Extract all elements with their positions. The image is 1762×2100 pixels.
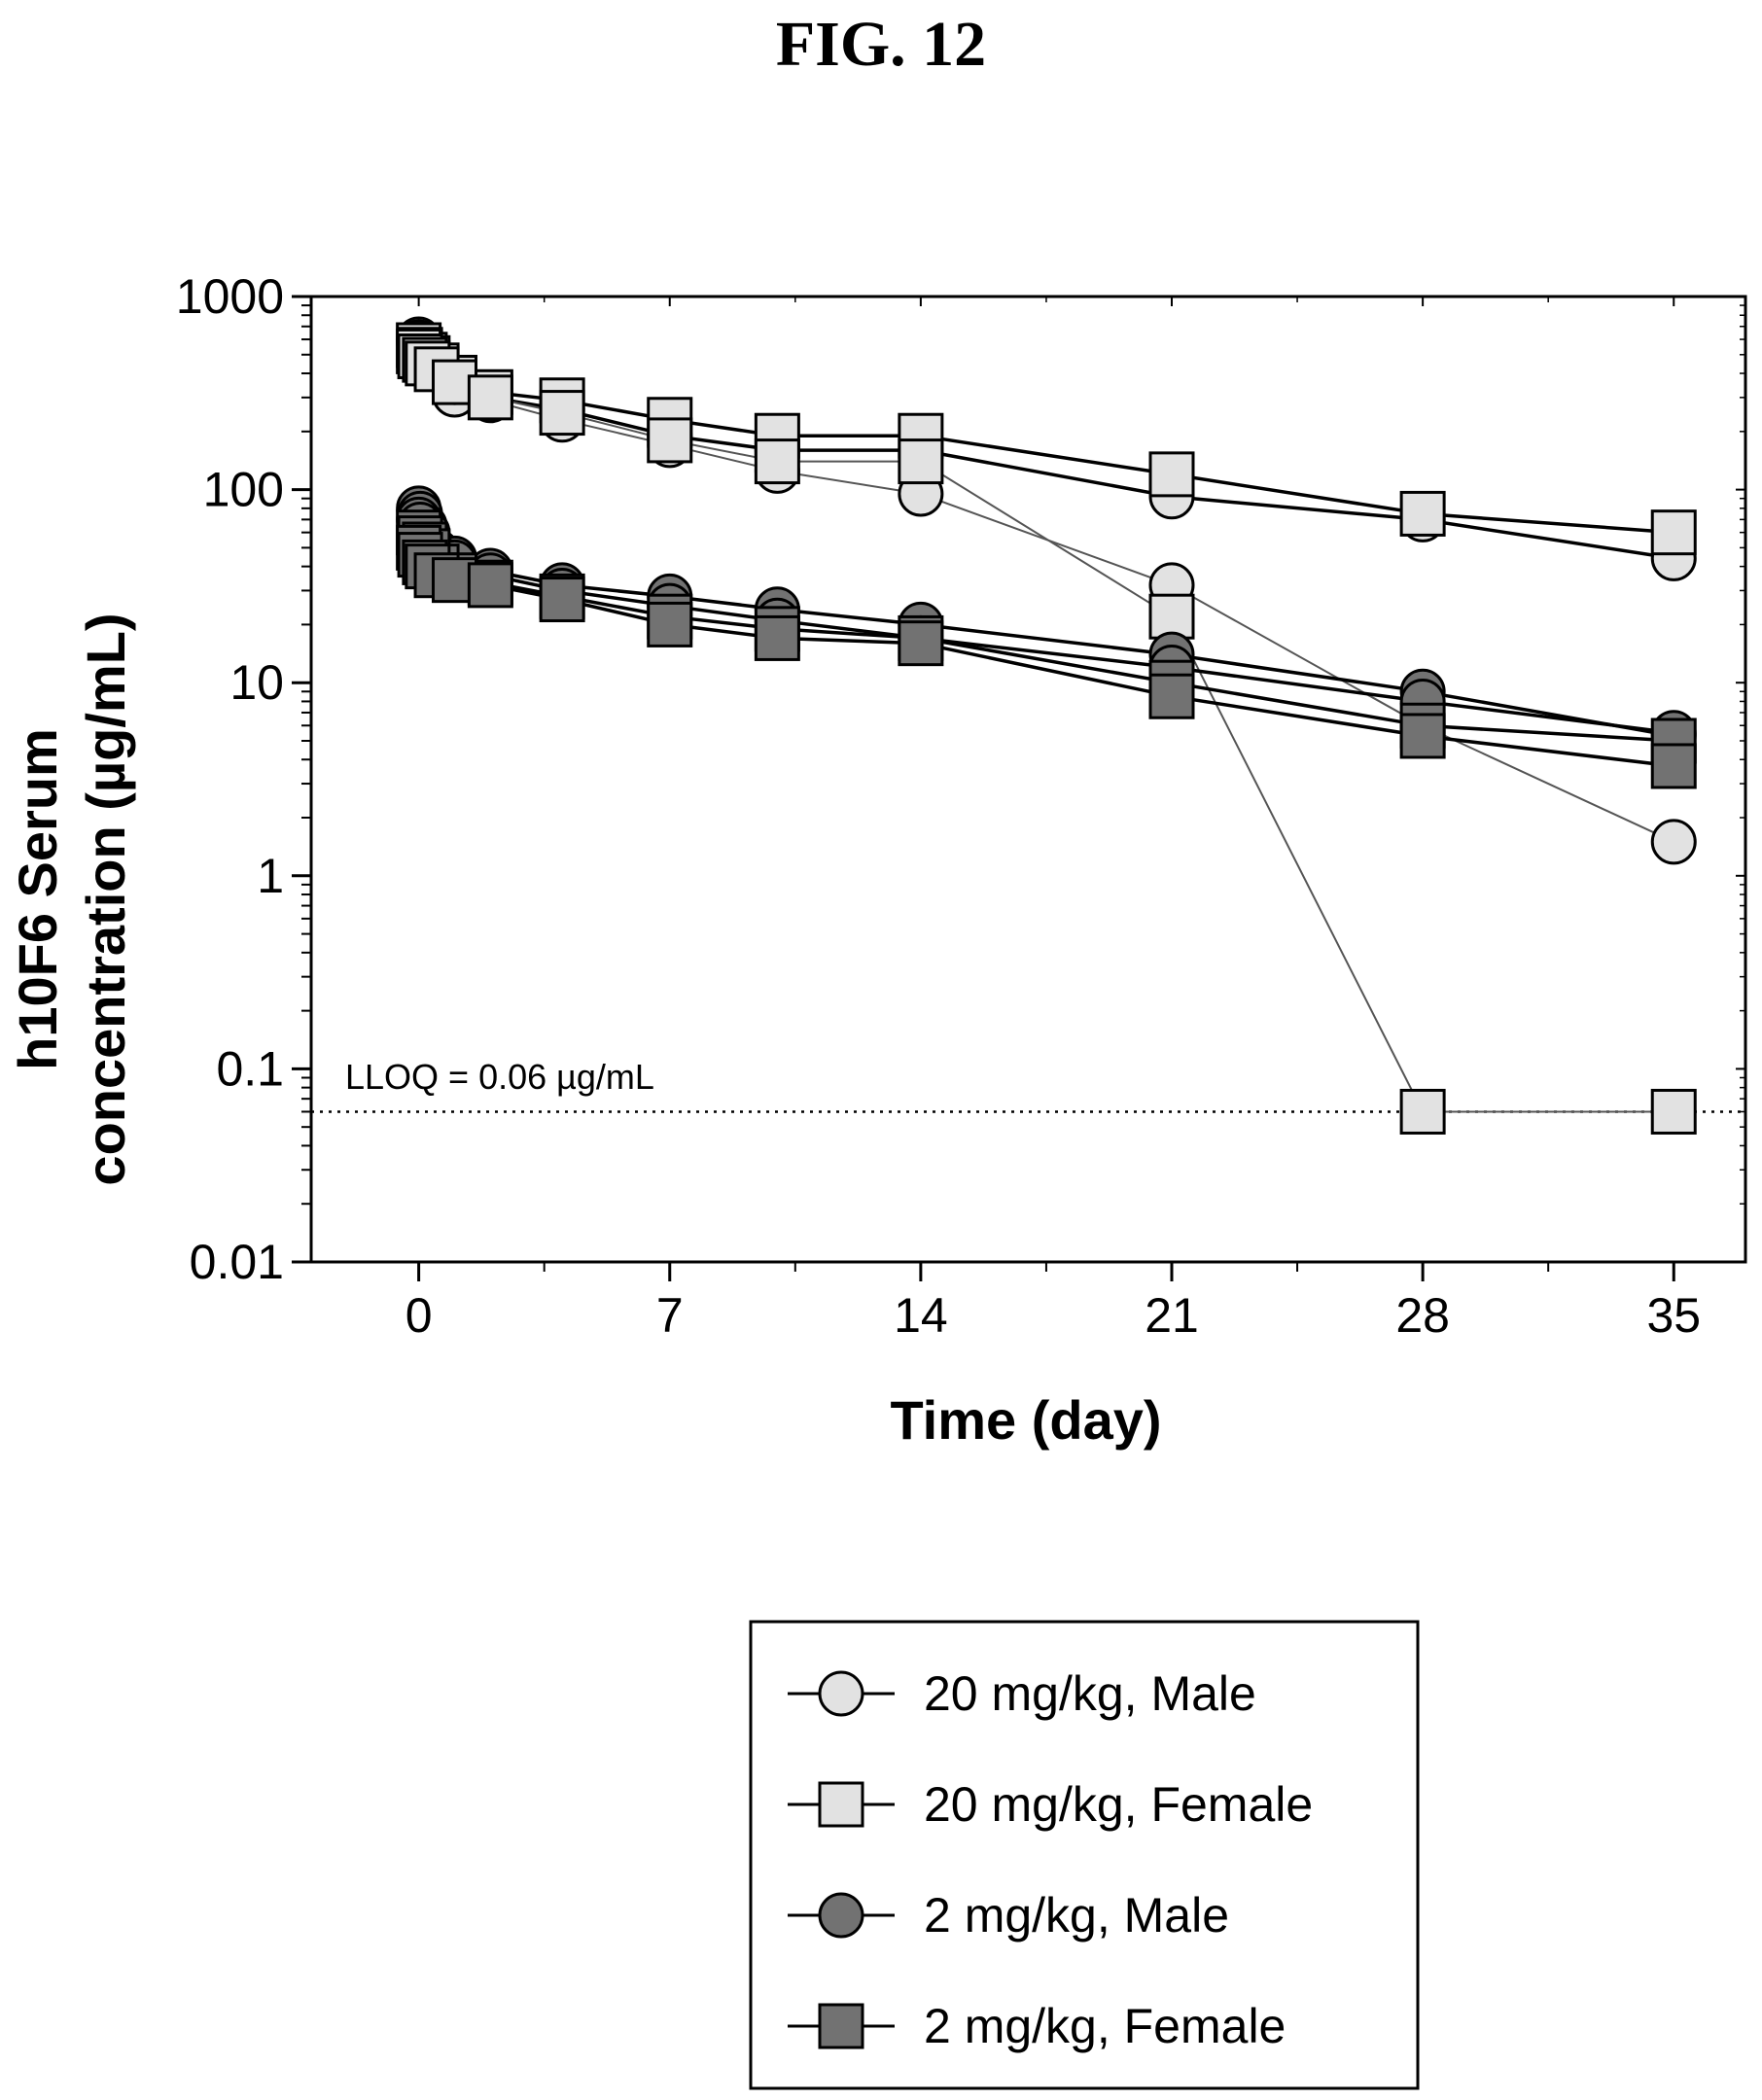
y-tick-label: 10 [229, 655, 284, 710]
y-tick-label: 0.1 [216, 1041, 284, 1096]
series-lines [416, 338, 1674, 1113]
legend-marker [818, 1892, 864, 1939]
y-tick-label: 0.01 [190, 1235, 284, 1289]
legend: 20 mg/kg, Male 20 mg/kg, Female 2 mg/kg, M… [749, 1620, 1420, 2090]
data-point [898, 620, 944, 667]
data-point [539, 390, 585, 437]
series-line [417, 351, 1674, 1113]
legend-marker [818, 1670, 864, 1717]
data-point [647, 601, 693, 648]
x-axis-title: Time (day) [890, 1389, 1161, 1451]
data-point [467, 374, 513, 421]
data-point [647, 417, 693, 464]
y-tick-label: 1 [257, 849, 284, 903]
legend-label: 2 mg/kg, Female [924, 1999, 1286, 2053]
series-line [416, 508, 1674, 738]
data-point [539, 577, 585, 623]
data-point [1650, 509, 1697, 556]
series-line [416, 518, 1674, 735]
series-markers [396, 316, 1697, 1135]
data-point [1399, 713, 1446, 759]
data-point [1650, 743, 1697, 789]
lloq-annotation: LLOQ = 0.06 µg/mL [345, 1057, 654, 1097]
series-line [416, 341, 1674, 561]
legend-label: 2 mg/kg, Male [924, 1888, 1229, 1942]
data-point [1148, 451, 1195, 498]
figure-label: FIG. 12 [775, 9, 987, 80]
data-point [1399, 490, 1446, 537]
data-point [1148, 593, 1195, 640]
legend-label: 20 mg/kg, Male [924, 1666, 1256, 1721]
legend-marker [818, 1781, 864, 1828]
data-point [1148, 673, 1195, 719]
x-tick-label: 14 [894, 1288, 948, 1343]
x-tick-label: 7 [656, 1288, 684, 1343]
data-point [754, 614, 800, 661]
y-axis-title-line2: concentration (µg/mL) [75, 612, 136, 1185]
data-point [754, 438, 800, 485]
legend-label: 20 mg/kg, Female [924, 1777, 1313, 1832]
legend-marker [818, 2003, 864, 2049]
y-tick-label: 100 [203, 463, 284, 517]
data-point [467, 562, 513, 609]
plot-frame [309, 295, 1747, 1264]
y-axis-title-line1: h10F6 Serum [7, 728, 68, 1070]
x-tick-label: 28 [1395, 1288, 1450, 1343]
plot-area: 1000 100 10 1 0.1 0.01 0 7 14 21 28 35 [176, 269, 1747, 1343]
data-point [1650, 819, 1697, 865]
data-point [898, 438, 944, 485]
x-tick-label: 35 [1646, 1288, 1701, 1343]
y-tick-label: 1000 [176, 269, 284, 324]
data-point [1650, 1088, 1697, 1135]
x-tick-label: 21 [1145, 1288, 1199, 1343]
series-line [416, 344, 1674, 535]
data-point [1399, 1088, 1446, 1135]
series-line [416, 547, 1674, 768]
x-tick-label: 0 [405, 1288, 433, 1343]
